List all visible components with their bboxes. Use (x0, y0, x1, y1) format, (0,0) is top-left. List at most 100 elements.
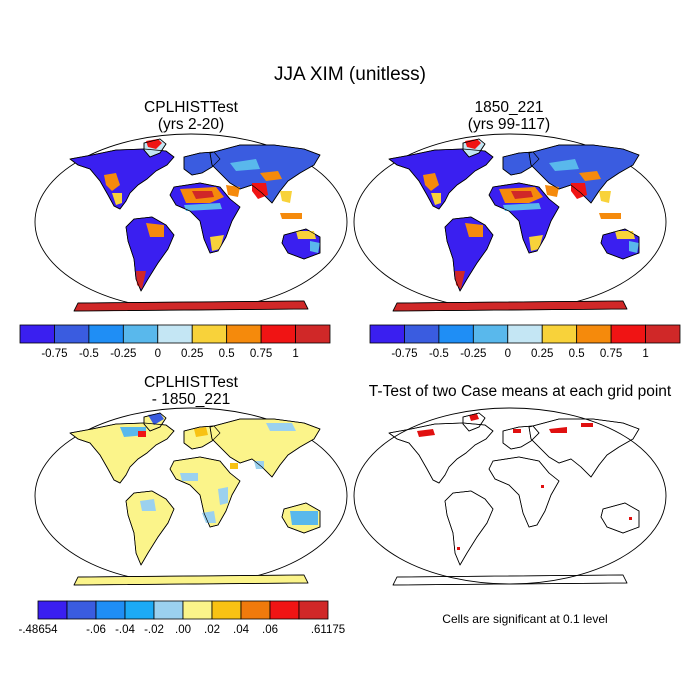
colorbar-difference-box-7 (240, 600, 271, 620)
map-ttest-sig-canada (417, 429, 435, 437)
colorbar-difference-tick-label-0: -.48654 (18, 624, 58, 636)
map-difference-australia-coast (281, 502, 321, 534)
colorbar-difference-box-9 (298, 600, 329, 620)
colorbar-difference-box-3 (124, 600, 155, 620)
colorbar-difference-box-4 (153, 600, 184, 620)
colorbar-difference-tick-label-3: -.02 (144, 624, 164, 636)
map-case-australia-coast (281, 228, 321, 260)
map-ttest-south-america-coast (444, 490, 494, 566)
map-ttest-sig-siberia (581, 423, 593, 427)
colorbar-difference-tick-label-4: .00 (175, 624, 191, 636)
map-control-hot-western-us (423, 173, 439, 191)
colorbar-control-tick-label-0: -0.75 (391, 348, 417, 360)
colorbar-control-box-5 (541, 324, 578, 344)
map-difference-red-east-canada (138, 431, 146, 437)
map-difference-antarctica-coast (73, 574, 309, 586)
map-difference-blue-amazon (140, 499, 156, 511)
map-control-warm-indonesia (599, 213, 621, 219)
map-difference-blue-southern-africa (202, 511, 216, 523)
panel-diff-title: CPLHISTTest - 1850_221 (36, 374, 346, 408)
map-case-warm-central-asia (230, 159, 260, 171)
colorbar-difference-tick-label-5: .02 (204, 624, 220, 636)
map-case (34, 133, 348, 312)
map-difference-orange-arabia (230, 463, 238, 469)
map-case-hot-tibet (260, 171, 282, 181)
colorbar-case-tick-label-1: -0.5 (79, 348, 99, 360)
map-difference-orange-scandinavia (194, 427, 208, 437)
colorbar-case-box-3 (122, 324, 159, 344)
map-control-greenland-coast (462, 138, 486, 158)
colorbar-difference: -.48654 -.06 -.04 -.02 .00 .02 .04 .06 .61175 (18, 600, 345, 636)
panel-diff-title-line2: - 1850_221 (151, 391, 231, 408)
map-difference-greenland-coast (143, 412, 167, 432)
map-difference-europe-coast (183, 425, 221, 450)
map-ttest-sig-patagonia (457, 547, 460, 550)
map-case-north-america-coast (69, 148, 175, 210)
map-case-warm-indonesia (280, 213, 302, 219)
map-ttest-sig-africa (541, 485, 544, 488)
colorbar-control-box-4 (507, 324, 543, 344)
map-case-warm-mexico (112, 193, 122, 205)
map-ttest-antarctica-coast (392, 574, 628, 586)
colorbar-difference-box-1 (66, 600, 97, 620)
map-difference-africa-coast (169, 456, 241, 528)
map-ttest-europe-coast (502, 425, 540, 450)
map-control-cool-sahel (503, 203, 541, 211)
map-difference-north-america-coast (69, 422, 175, 484)
colorbar-case-box-5 (191, 324, 228, 344)
map-case-south-america-coast (125, 216, 175, 292)
colorbar-difference-tick-label-6: .04 (233, 624, 250, 636)
colorbar-case-tick-label-0: -0.75 (41, 348, 67, 360)
map-ttest-sig-scandinavia (513, 429, 521, 433)
colorbar-difference-tick-label-8: .61175 (311, 624, 345, 636)
colorbar-case-tick-label-7: 1 (292, 348, 298, 360)
colorbar-difference-box-8 (269, 600, 300, 620)
map-control-hot-tibet (579, 171, 601, 181)
panel-ttest-title: T-Test of two Case means at each grid po… (368, 383, 672, 400)
colorbar-control-box-8 (645, 324, 681, 344)
panel-case-title-line2: (yrs 2-20) (157, 116, 225, 133)
map-case-antarctica-coast (73, 300, 309, 312)
colorbar-control-box-0 (369, 324, 405, 344)
colorbar-control-tick-label-1: -0.5 (429, 348, 449, 360)
map-difference-blue-east-africa (218, 487, 228, 505)
colorbar-case-box-7 (260, 324, 296, 344)
map-control-africa-coast (488, 182, 560, 254)
colorbar-difference-tick-label-7: .06 (262, 624, 278, 636)
map-difference-blue-australia (290, 511, 318, 525)
map-control-europe-coast (502, 151, 540, 176)
map-control-hot-brazil (465, 223, 483, 237)
map-case-cool-aus-east (310, 241, 320, 253)
map-ttest-australia-coast (600, 502, 640, 534)
colorbar-case-box-4 (157, 324, 193, 344)
map-difference-blue-west-africa (180, 473, 198, 481)
map-control-antarctica-coast (392, 300, 628, 312)
map-control-warm-central-asia (549, 159, 579, 171)
colorbar-case-tick-label-6: 0.75 (250, 348, 272, 360)
colorbar-case-box-6 (226, 324, 262, 344)
map-case-hot-arabia (226, 185, 240, 197)
map-control-australia-coast (600, 228, 640, 260)
map-control-warm-se-asia (599, 191, 611, 203)
map-ttest-sig-russia (549, 427, 567, 433)
colorbar-case-box-8 (295, 324, 331, 344)
map-difference-south-america-coast (125, 490, 175, 566)
map-case-warm-aus-north (296, 231, 316, 239)
colorbar-control-tick-label-6: 0.75 (600, 348, 622, 360)
map-case-hot-brazil (146, 223, 164, 237)
map-control-cool-aus-east (629, 241, 639, 253)
colorbar-case-box-0 (19, 324, 55, 344)
colorbar-case: -0.75 -0.5 -0.25 0 0.25 0.5 0.75 1 (19, 324, 331, 360)
colorbar-case-tick-label-2: -0.25 (110, 348, 136, 360)
map-difference-blue-greenland (148, 413, 164, 425)
map-ttest-frame (353, 407, 667, 585)
map-case-africa-coast (169, 182, 241, 254)
map-case-greenland-coast (143, 138, 167, 158)
map-ttest-africa-coast (488, 456, 560, 528)
colorbar-control-tick-label-2: -0.25 (460, 348, 486, 360)
map-ttest (353, 407, 667, 586)
panel-control-title: 1850_221 (yrs 99-117) (354, 99, 664, 133)
panel-control-title-line2: (yrs 99-117) (467, 116, 551, 133)
map-case-hot-western-us (104, 173, 120, 191)
colorbar-case-tick-label-3: 0 (155, 348, 161, 360)
